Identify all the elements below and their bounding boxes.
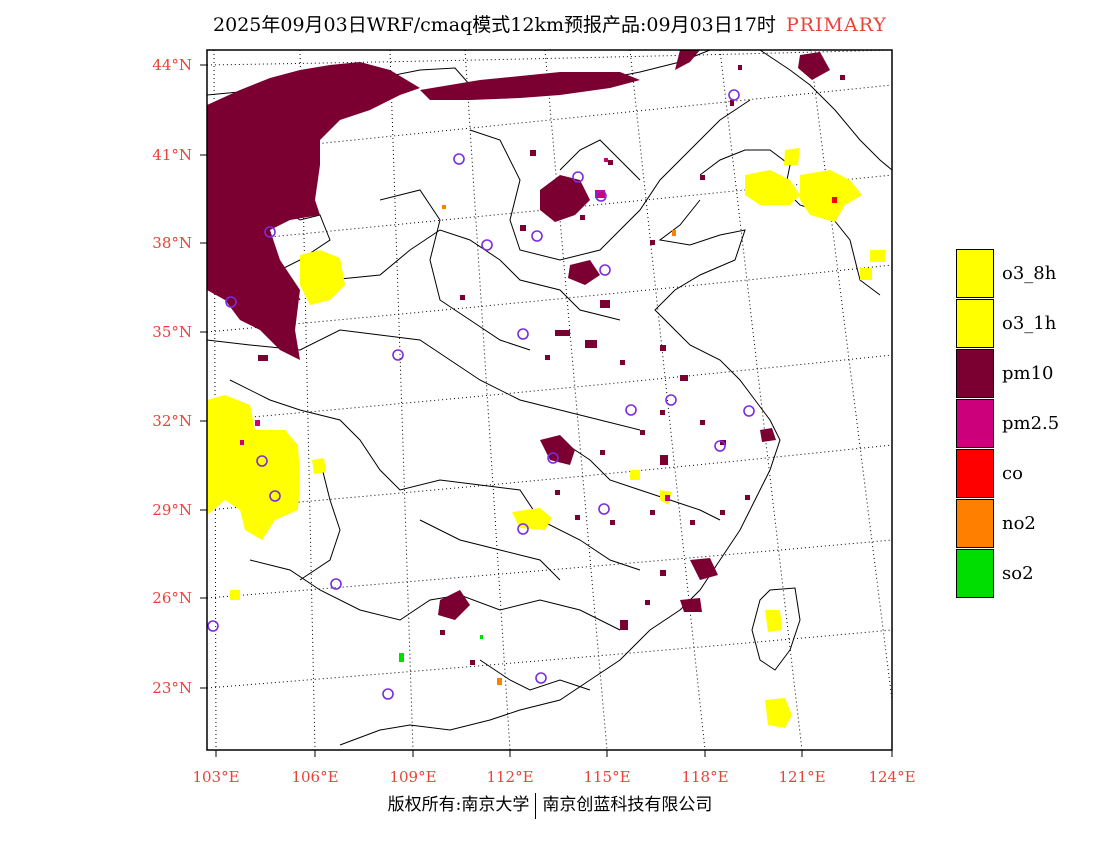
lon-label: 121°E: [778, 768, 825, 786]
lat-label: 41°N: [152, 146, 192, 164]
legend-swatch: [956, 299, 994, 348]
legend-swatch: [956, 249, 994, 298]
legend-swatch: [956, 549, 994, 598]
lat-label: 35°N: [152, 323, 192, 341]
lon-label: 112°E: [486, 768, 533, 786]
map-area: [207, 50, 892, 750]
legend-label: o3_1h: [1002, 313, 1057, 334]
lat-label: 23°N: [152, 679, 192, 697]
legend-label: pm2.5: [1002, 413, 1060, 434]
o3-regions: [207, 148, 885, 728]
legend-swatch: [956, 399, 994, 448]
legend-label: o3_8h: [1002, 263, 1057, 284]
lon-label: 115°E: [583, 768, 630, 786]
station-markers: [207, 89, 755, 700]
legend-swatch: [956, 349, 994, 398]
lat-label: 32°N: [152, 412, 192, 430]
axis-ticks: [200, 64, 893, 757]
minor-pollutant-dots: [240, 158, 837, 685]
lon-label: 124°E: [868, 768, 915, 786]
lon-label: 109°E: [389, 768, 436, 786]
copyright-footer: 版权所有:南京大学 南京创蓝科技有限公司: [0, 790, 1100, 819]
lon-label: 103°E: [192, 768, 239, 786]
pm10-dots: [258, 65, 845, 665]
legend-label: so2: [1002, 563, 1034, 584]
footer-divider: [535, 792, 537, 819]
title-text: 2025年09月03日WRF/cmaq模式12km预报产品:09月03日17时: [213, 14, 776, 36]
copyright-company: 南京创蓝科技有限公司: [542, 795, 713, 815]
lat-label: 29°N: [152, 501, 192, 519]
map-title: 2025年09月03日WRF/cmaq模式12km预报产品:09月03日17时 P…: [0, 10, 1100, 37]
lon-label: 118°E: [681, 768, 728, 786]
legend-label: pm10: [1002, 363, 1054, 384]
copyright-owner: 版权所有:南京大学: [387, 795, 530, 815]
pm10-regions: [207, 50, 830, 620]
legend-label: co: [1002, 463, 1023, 484]
lat-label: 44°N: [152, 56, 192, 74]
lat-label: 26°N: [152, 589, 192, 607]
map-frame: [206, 49, 893, 751]
lon-label: 106°E: [291, 768, 338, 786]
field-tag: PRIMARY: [785, 14, 887, 36]
lat-label: 38°N: [152, 234, 192, 252]
legend-label: no2: [1002, 513, 1036, 534]
lat-labels: 44°N 41°N 38°N 35°N 32°N 29°N 26°N 23°N: [152, 56, 192, 697]
legend-swatch: [956, 449, 994, 498]
lon-labels: 103°E 106°E 109°E 112°E 115°E 118°E 121°…: [192, 768, 915, 786]
legend-swatch: [956, 499, 994, 548]
